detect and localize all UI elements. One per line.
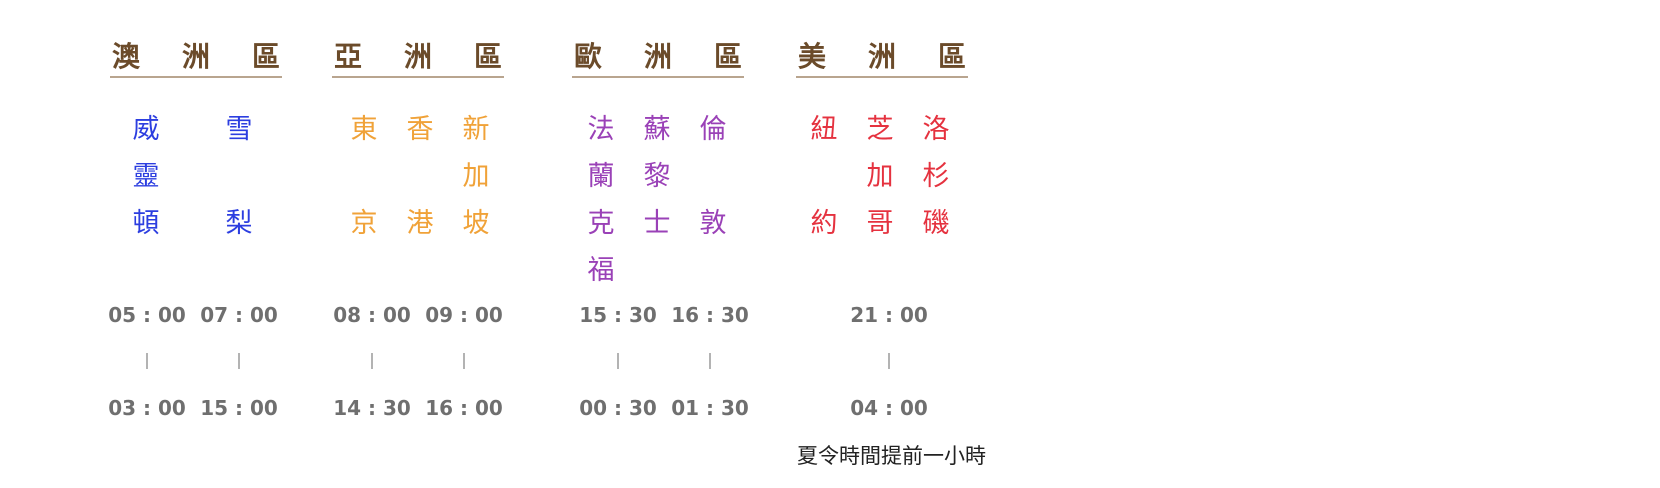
separator — [709, 353, 711, 369]
city-char: 克 — [587, 208, 615, 239]
time-row-bottom: 03 : 00 15 : 00 14 : 30 16 : 00 00 : 30 … — [0, 396, 1660, 422]
city-char: 黎 — [643, 161, 671, 192]
city-char: 蘇 — [643, 114, 671, 145]
city-char: 杉 — [922, 161, 950, 192]
city-chicago[interactable]: 芝 加 哥 — [860, 106, 900, 247]
city-char: 梨 — [225, 208, 253, 239]
region-title-char: 澳 — [112, 40, 141, 73]
time-americas-top: 21 : 00 — [850, 303, 928, 327]
time-row-top: 05 : 00 07 : 00 08 : 00 09 : 00 15 : 30 … — [0, 303, 1660, 329]
time-oceania-2-top: 07 : 00 — [200, 303, 278, 327]
region-title-char: 區 — [473, 40, 502, 73]
city-zurich[interactable]: 蘇 黎 士 — [637, 106, 677, 247]
time-europe-2-bottom: 01 : 30 — [671, 396, 749, 420]
city-london[interactable]: 倫 敦 — [693, 106, 733, 247]
city-char: 倫 — [699, 114, 727, 145]
region-title-char: 洲 — [403, 40, 432, 73]
city-char: 港 — [406, 208, 434, 239]
region-title-europe: 歐 洲 區 — [572, 38, 744, 78]
city-char — [344, 153, 384, 200]
city-char: 雪 — [225, 114, 253, 145]
time-oceania-2-bottom: 15 : 00 — [200, 396, 278, 420]
daylight-saving-note: 夏令時間提前一小時 — [797, 444, 986, 468]
time-asia-2-bottom: 16 : 00 — [425, 396, 503, 420]
region-title-char: 區 — [937, 40, 966, 73]
city-char — [693, 153, 733, 200]
region-title-char: 洲 — [643, 40, 672, 73]
region-title-oceania: 澳 洲 區 — [110, 38, 282, 78]
city-char: 坡 — [462, 208, 490, 239]
time-oceania-1-bottom: 03 : 00 — [108, 396, 186, 420]
region-title-char: 區 — [251, 40, 280, 73]
time-europe-2-top: 16 : 30 — [671, 303, 749, 327]
city-char: 洛 — [922, 114, 950, 145]
city-frankfurt[interactable]: 法 蘭 克 福 — [581, 106, 621, 294]
city-char: 福 — [587, 255, 615, 286]
city-char: 京 — [350, 208, 378, 239]
city-char: 哥 — [866, 208, 894, 239]
city-char: 頓 — [132, 208, 160, 239]
city-char — [219, 153, 259, 200]
city-los-angeles[interactable]: 洛 杉 磯 — [916, 106, 956, 247]
region-title-char: 亞 — [334, 40, 363, 73]
city-char: 威 — [132, 114, 160, 145]
city-char: 士 — [643, 208, 671, 239]
city-hong-kong[interactable]: 香 港 — [400, 106, 440, 247]
region-title-char: 歐 — [574, 40, 603, 73]
region-title-char: 美 — [798, 40, 827, 73]
separator — [617, 353, 619, 369]
city-char: 新 — [462, 114, 490, 145]
region-title-asia: 亞 洲 區 — [332, 38, 504, 78]
separator — [888, 353, 890, 369]
city-char — [804, 153, 844, 200]
time-europe-1-top: 15 : 30 — [579, 303, 657, 327]
city-char — [400, 153, 440, 200]
time-europe-1-bottom: 00 : 30 — [579, 396, 657, 420]
city-char: 磯 — [922, 208, 950, 239]
time-asia-2-top: 09 : 00 — [425, 303, 503, 327]
city-new-york[interactable]: 紐 約 — [804, 106, 844, 247]
city-char: 東 — [350, 114, 378, 145]
separator — [371, 353, 373, 369]
separator — [463, 353, 465, 369]
city-char: 靈 — [132, 161, 160, 192]
separator — [238, 353, 240, 369]
time-oceania-1-top: 05 : 00 — [108, 303, 186, 327]
region-title-americas: 美 洲 區 — [796, 38, 968, 78]
city-char: 法 — [587, 114, 615, 145]
city-char: 芝 — [866, 114, 894, 145]
time-americas-bottom: 04 : 00 — [850, 396, 928, 420]
region-title-char: 洲 — [181, 40, 210, 73]
region-title-char: 洲 — [867, 40, 896, 73]
city-char: 加 — [866, 161, 894, 192]
city-char: 敦 — [699, 208, 727, 239]
time-asia-1-bottom: 14 : 30 — [333, 396, 411, 420]
city-sydney[interactable]: 雪 梨 — [219, 106, 259, 247]
city-char: 蘭 — [587, 161, 615, 192]
separator — [146, 353, 148, 369]
region-title-char: 區 — [713, 40, 742, 73]
city-char: 紐 — [810, 114, 838, 145]
city-char: 加 — [462, 161, 490, 192]
city-singapore[interactable]: 新 加 坡 — [456, 106, 496, 247]
time-asia-1-top: 08 : 00 — [333, 303, 411, 327]
city-char: 香 — [406, 114, 434, 145]
city-char: 約 — [810, 208, 838, 239]
city-tokyo[interactable]: 東 京 — [344, 106, 384, 247]
city-wellington[interactable]: 威 靈 頓 — [126, 106, 166, 247]
